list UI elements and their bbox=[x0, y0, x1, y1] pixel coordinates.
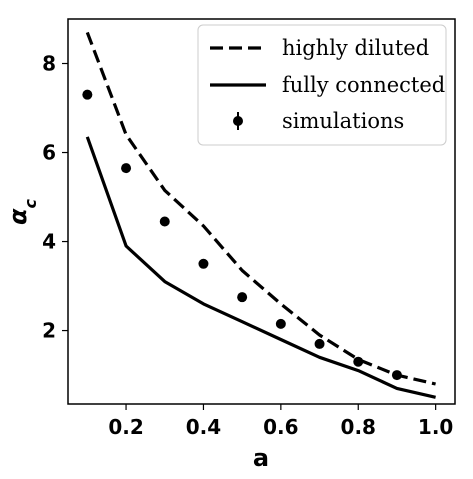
legend-marker bbox=[233, 116, 243, 126]
fully-connected-line bbox=[85, 136, 436, 399]
simulation-point bbox=[121, 163, 132, 174]
y-axis-label: αc bbox=[4, 198, 40, 225]
plot-frame bbox=[67, 18, 456, 405]
y-tick-label: 8 bbox=[42, 52, 56, 76]
legend-label: fully connected bbox=[282, 73, 445, 97]
x-tick-label: 0.6 bbox=[263, 415, 298, 439]
x-tick-label: 1.0 bbox=[418, 415, 453, 439]
y-tick-label: 6 bbox=[42, 141, 56, 165]
simulation-point bbox=[314, 338, 325, 349]
x-tick-label: 0.4 bbox=[186, 415, 221, 439]
series-layer bbox=[82, 31, 436, 399]
simulation-point bbox=[353, 356, 364, 367]
highly-diluted-line bbox=[85, 31, 436, 386]
simulation-point bbox=[82, 89, 93, 100]
x-axis-label: a bbox=[253, 444, 269, 472]
x-tick-label: 0.8 bbox=[341, 415, 376, 439]
simulation-point bbox=[198, 258, 209, 269]
legend-box bbox=[197, 24, 447, 146]
y-tick-label: 4 bbox=[42, 230, 56, 254]
legend-label: simulations bbox=[282, 109, 404, 133]
simulation-point bbox=[391, 370, 402, 381]
simulation-point bbox=[159, 216, 170, 227]
simulation-point bbox=[237, 292, 248, 303]
legend-label: highly diluted bbox=[282, 36, 429, 60]
simulation-point bbox=[275, 318, 286, 329]
x-tick-label: 0.2 bbox=[108, 415, 143, 439]
y-tick-label: 2 bbox=[42, 319, 56, 343]
legend: highly diluted fully connected simulations bbox=[197, 24, 447, 146]
tick-layer: 0.2 0.4 0.6 0.8 1.0 2 4 6 8 bbox=[42, 52, 453, 439]
